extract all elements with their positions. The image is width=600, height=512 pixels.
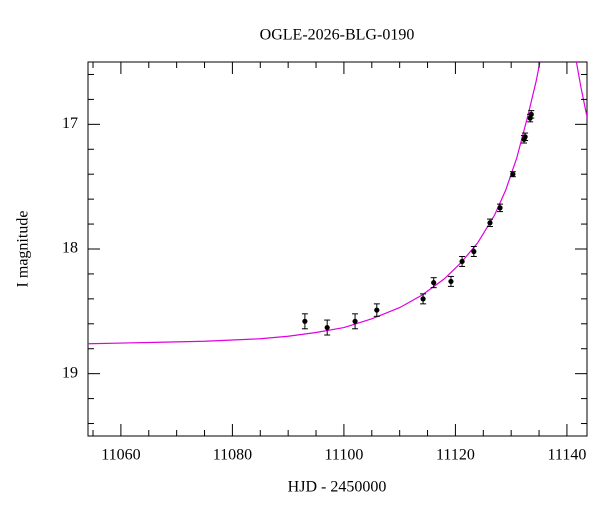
x-tick-label: 11080	[213, 447, 252, 464]
data-point	[522, 134, 528, 140]
data-point	[448, 278, 454, 285]
data-point	[459, 258, 465, 265]
data-point	[352, 318, 358, 324]
data-point	[420, 296, 426, 302]
data-point	[497, 205, 503, 211]
y-tick-label: 18	[62, 240, 78, 257]
x-tick-label: 11120	[436, 447, 475, 464]
model-curve	[88, 62, 541, 345]
data-point	[471, 248, 477, 255]
data-point	[528, 111, 534, 117]
y-tick-label: 19	[62, 364, 78, 381]
x-tick-label: 11140	[548, 447, 587, 464]
x-tick-label: 11060	[101, 447, 140, 464]
x-axis-label: HJD - 2450000	[288, 479, 387, 496]
chart-title: OGLE-2026-BLG-0190	[260, 27, 415, 44]
data-point	[510, 171, 516, 177]
y-tick-label: 17	[62, 115, 78, 132]
x-tick-label: 11100	[325, 447, 364, 464]
data-point	[324, 324, 330, 331]
plot-area	[88, 62, 587, 345]
data-point	[431, 280, 437, 286]
model-curve	[575, 62, 587, 117]
data-point	[487, 220, 493, 226]
plot-frame	[87, 61, 588, 437]
data-point	[374, 307, 380, 313]
y-axis-label: I magnitude	[15, 211, 32, 288]
data-point	[302, 318, 308, 324]
